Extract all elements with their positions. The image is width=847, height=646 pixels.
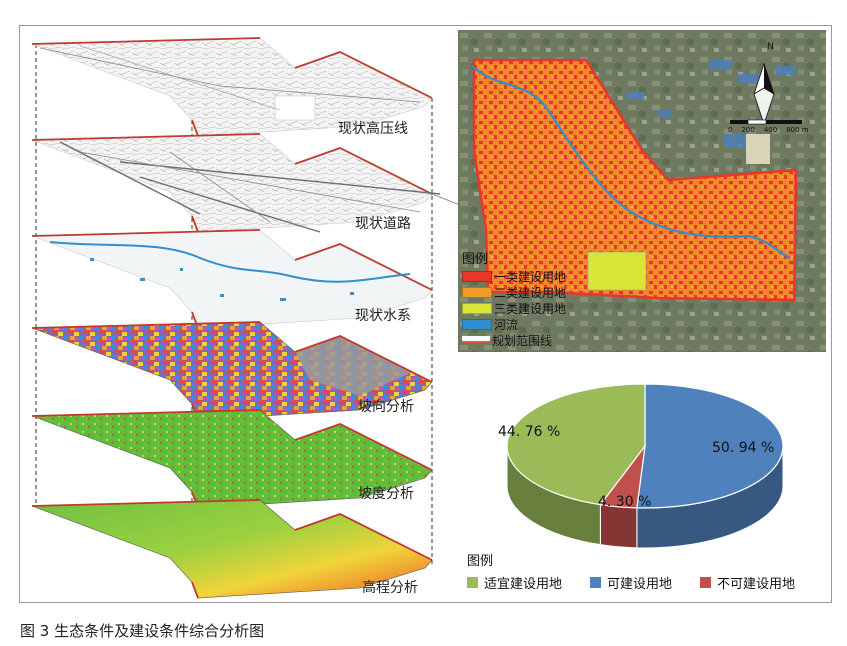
map-legend-item-class1: 一类建设用地 — [462, 268, 566, 285]
layer-label-water: 现状水系 — [355, 308, 411, 324]
map-legend-label-boundary: 规划范围线 — [492, 334, 553, 348]
scale-tick-0: 0 — [728, 126, 733, 134]
pie-slice-0 — [506, 383, 646, 506]
layer-label-aspect: 坡向分析 — [358, 399, 414, 415]
pie-legend-item-unbuildable: 不可建设用地 — [700, 573, 795, 592]
map-legend-title: 图例 — [462, 252, 489, 267]
layer-label-roads: 现状道路 — [355, 216, 411, 232]
pie-legend-item-suitable: 适宜建设用地 — [467, 573, 562, 592]
pie-legend-label-buildable: 可建设用地 — [607, 577, 673, 592]
scale-tick-2: 400 — [763, 126, 778, 134]
pie-label-unbuildable: 4. 30 % — [598, 494, 652, 510]
map-legend-label-class3: 三类建设用地 — [494, 302, 567, 316]
map-legend-label-river: 河流 — [494, 318, 519, 332]
layer-label-slope: 坡度分析 — [358, 486, 414, 502]
layer-label-elevation: 高程分析 — [362, 580, 418, 596]
layer-plane-water — [31, 229, 433, 329]
land-use-map: N 0 200 400 800 m 图例 一类建设用地 二类建设用地 三类建设用… — [458, 30, 826, 352]
scale-tick-1: 200 — [741, 126, 755, 134]
map-legend-label-class1: 一类建设用地 — [494, 270, 567, 284]
layer-stack-diagram — [31, 37, 441, 599]
pie-legend-item-buildable: 可建设用地 — [590, 573, 672, 592]
layer-plane-aspect — [31, 321, 433, 421]
pie-chart — [506, 383, 784, 549]
scale-bar — [730, 119, 802, 125]
scale-bar-labels: 0 200 400 800 m — [728, 126, 809, 134]
map-legend-label-class2: 二类建设用地 — [494, 286, 567, 300]
pie-label-buildable: 50. 94 % — [712, 440, 775, 456]
layer-plane-power-lines — [31, 37, 433, 137]
pie-legend-label-unbuildable: 不可建设用地 — [717, 577, 796, 592]
layer-plane-roads — [31, 133, 441, 233]
pie-side-2 — [599, 504, 638, 549]
pie-legend-title: 图例 — [467, 554, 494, 569]
map-legend-item-boundary: 规划范围线 — [462, 332, 552, 349]
pie-slice-1 — [636, 383, 784, 509]
pie-label-suitable: 44. 76 % — [498, 424, 561, 440]
map-legend-item-river: 河流 — [462, 316, 518, 333]
layer-plane-elevation — [31, 499, 433, 599]
north-letter: N — [767, 42, 774, 52]
scale-tick-3: 800 m — [786, 126, 809, 134]
layer-plane-slope — [31, 409, 433, 509]
pie-legend-label-suitable: 适宜建设用地 — [484, 577, 563, 592]
map-legend-item-class2: 二类建设用地 — [462, 284, 566, 301]
map-legend-item-class3: 三类建设用地 — [462, 300, 566, 317]
figure-caption: 图 3 生态条件及建设条件综合分析图 — [20, 622, 265, 640]
layer-label-power-lines: 现状高压线 — [338, 121, 408, 137]
